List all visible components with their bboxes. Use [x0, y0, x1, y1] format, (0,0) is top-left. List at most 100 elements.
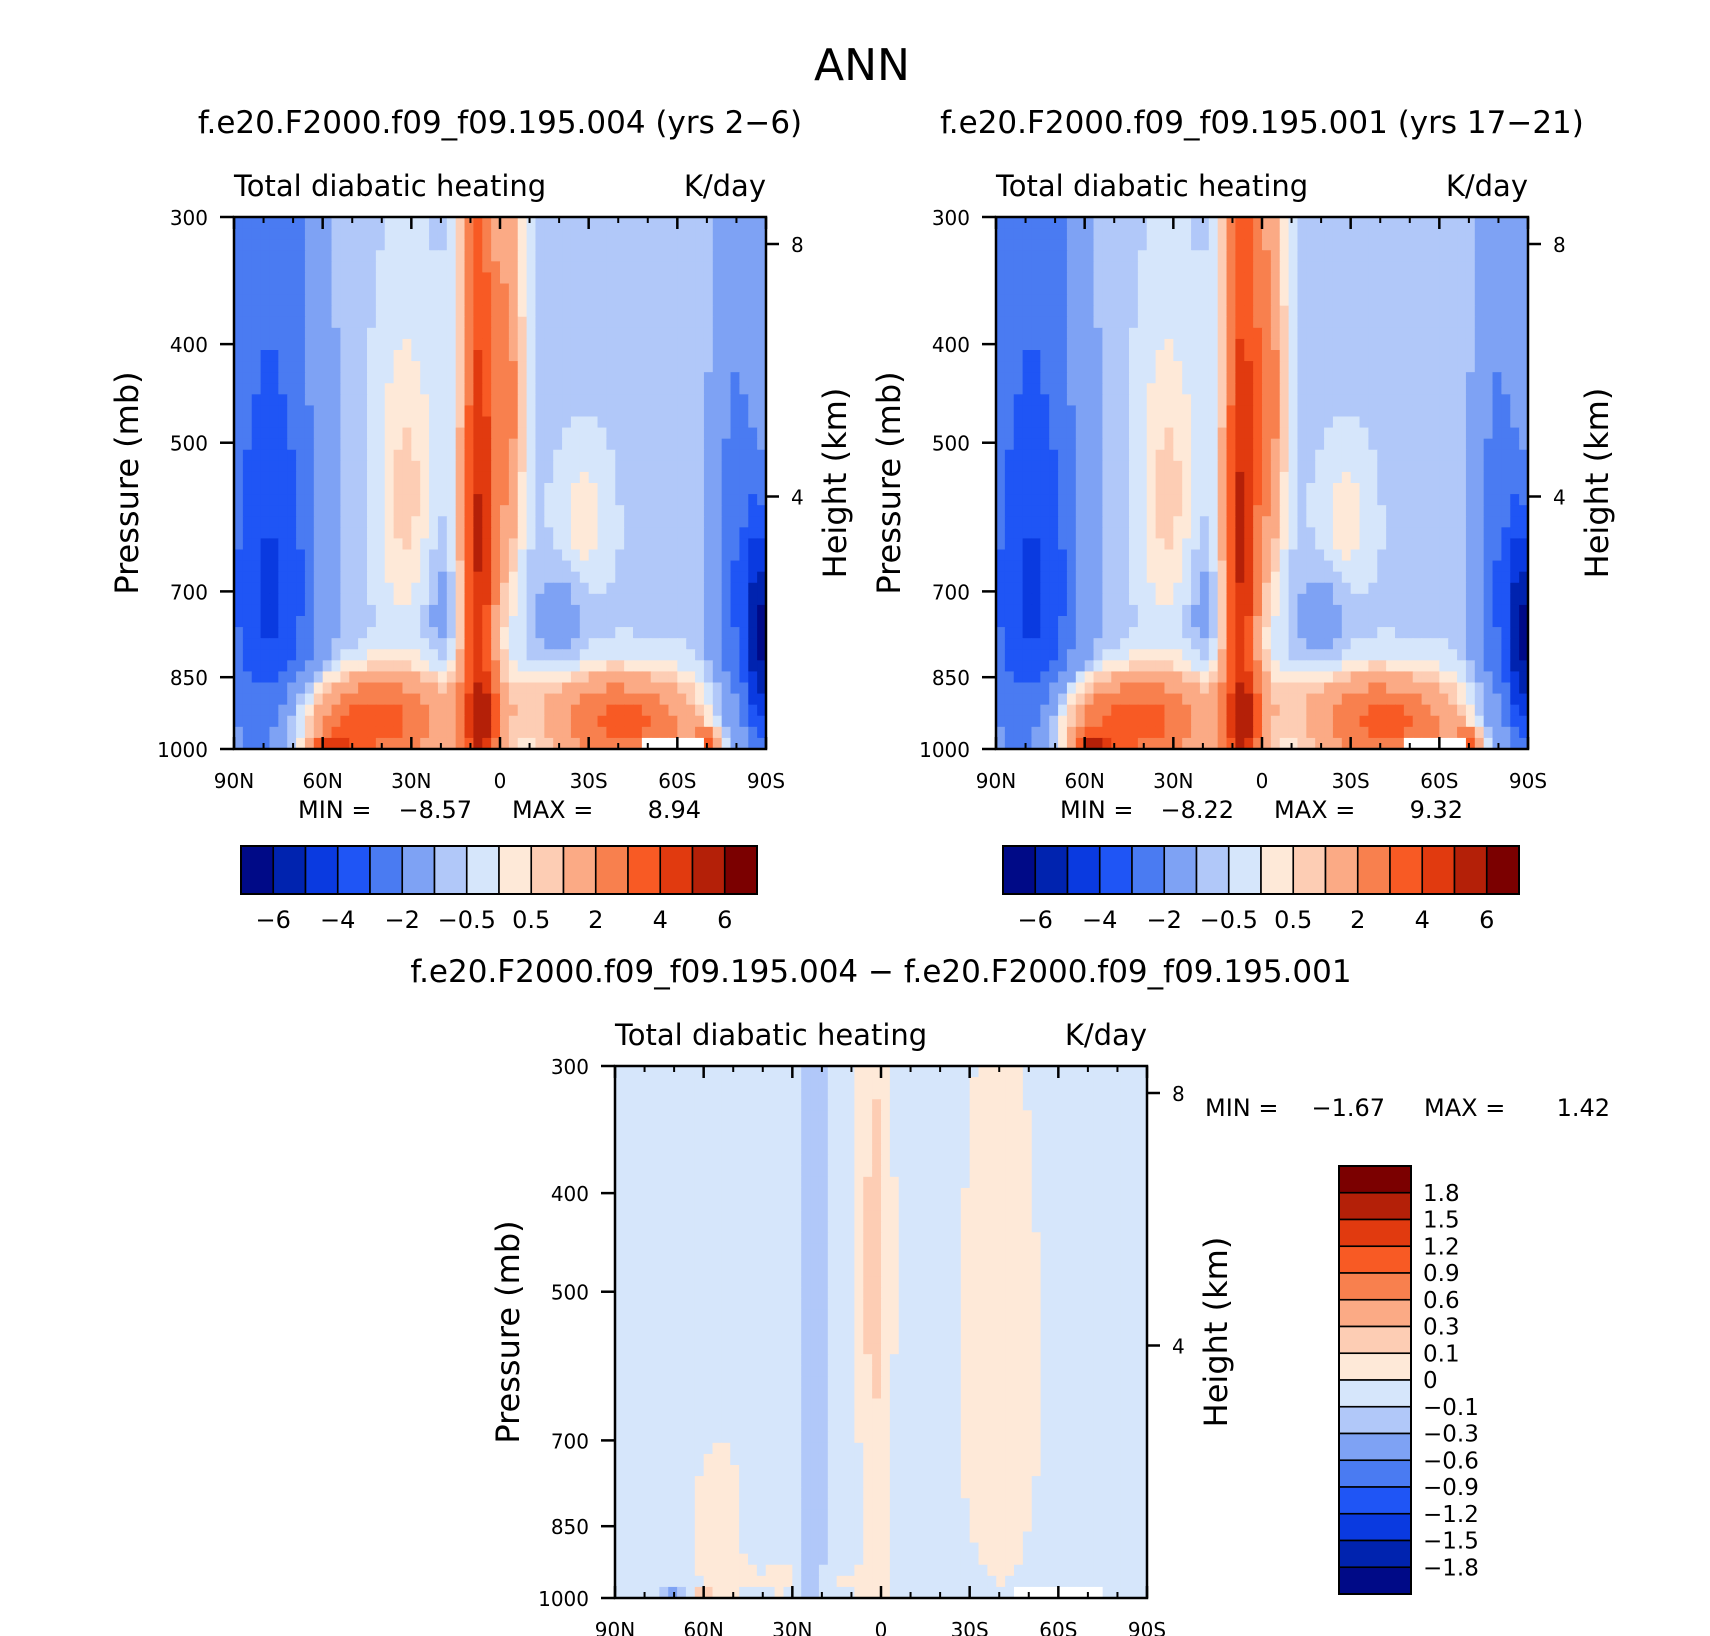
contour-cell [402, 604, 412, 617]
contour-cell [996, 516, 1006, 528]
contour-cell [1217, 338, 1228, 351]
contour-cell [1448, 361, 1458, 373]
panel-title: f.e20.F2000.f09_f09.195.004 (yrs 2−6) [198, 105, 802, 141]
contour-cell [1217, 549, 1228, 562]
contour-cell [748, 283, 758, 296]
contour-cell [695, 427, 705, 440]
contour-cell [296, 383, 306, 395]
contour-cell [544, 283, 554, 296]
contour-cell [296, 638, 306, 650]
contour-cell [668, 560, 678, 573]
contour-cell [1182, 283, 1192, 296]
contour-cell [1412, 471, 1423, 484]
contour-cell [1031, 416, 1041, 429]
contour-cell [624, 361, 634, 373]
contour-cell [1253, 560, 1263, 573]
contour-cell [1350, 261, 1361, 274]
contour-cell [322, 394, 333, 407]
contour-cell [677, 516, 687, 528]
contour-cell [588, 228, 599, 240]
contour-cell [624, 350, 634, 362]
contour-cell [686, 737, 696, 750]
contour-cell [1146, 494, 1157, 506]
contour-cell [517, 649, 528, 661]
contour-cell [1270, 394, 1281, 407]
contour-cell [1332, 527, 1343, 540]
contour-cell [1173, 582, 1183, 595]
contour-cell [686, 383, 696, 395]
contour-cell [500, 217, 510, 229]
contour-cell [1386, 427, 1396, 440]
contour-cell [269, 338, 279, 351]
contour-cell [402, 693, 412, 706]
contour-cell [624, 704, 634, 717]
contour-cell [535, 649, 545, 661]
contour-cell [260, 638, 271, 650]
contour-cell [393, 383, 404, 395]
contour-cell [1164, 383, 1174, 395]
contour-cell [260, 516, 271, 528]
contour-cell [1457, 361, 1467, 373]
contour-cell [553, 283, 563, 296]
contour-cell [446, 427, 457, 440]
contour-cell [624, 283, 634, 296]
contour-cell [1235, 217, 1245, 229]
contour-cell [544, 704, 554, 717]
contour-cell [420, 427, 430, 440]
contour-cell [1377, 361, 1387, 373]
contour-cell [402, 571, 412, 584]
contour-cell [721, 505, 732, 517]
contour-cell [1332, 494, 1343, 506]
contour-cell [304, 538, 315, 551]
contour-cell [1510, 560, 1520, 573]
contour-cell [500, 239, 510, 251]
contour-cell [349, 638, 359, 650]
contour-cell [1306, 560, 1316, 573]
contour-cell [367, 394, 377, 407]
contour-cell [278, 294, 288, 307]
contour-cell [748, 682, 758, 695]
contour-cell [1013, 505, 1024, 517]
contour-cell [562, 372, 572, 384]
contour-cell [1049, 350, 1059, 362]
min-value: −8.57 [398, 796, 472, 824]
contour-cell [615, 372, 625, 384]
contour-cell [384, 527, 395, 540]
contour-cell [712, 627, 723, 639]
contour-cell [668, 405, 678, 418]
contour-cell [1208, 549, 1219, 562]
contour-cell [579, 394, 590, 407]
contour-cell [349, 704, 359, 717]
contour-cell [1421, 327, 1432, 340]
contour-cell [340, 361, 350, 373]
contour-cell [1049, 361, 1059, 373]
contour-cell [331, 627, 341, 639]
contour-cell [1270, 494, 1281, 506]
contour-cell [464, 294, 474, 307]
contour-cell [588, 416, 599, 429]
contour-cell [358, 460, 368, 473]
contour-cell [757, 460, 767, 473]
contour-cell [1235, 505, 1245, 517]
contour-cell [1155, 405, 1166, 418]
contour-cell [455, 361, 466, 373]
contour-cell [562, 416, 572, 429]
contour-cell [1031, 483, 1041, 495]
contour-cell [1191, 350, 1201, 362]
contour-cell [1421, 217, 1432, 229]
contour-cell [1208, 416, 1219, 429]
contour-cell [1191, 283, 1201, 296]
contour-cell [322, 250, 333, 262]
contour-cell [500, 483, 510, 495]
contour-cell [384, 438, 395, 451]
contour-cell [597, 305, 607, 318]
contour-cell [624, 250, 634, 262]
contour-cell [278, 372, 288, 384]
contour-cell [544, 449, 554, 462]
contour-cell [1474, 527, 1485, 540]
contour-cell [455, 671, 466, 684]
contour-cell [1377, 549, 1387, 562]
contour-cell [349, 261, 359, 274]
contour-cell [570, 250, 581, 262]
contour-cell [500, 338, 510, 351]
